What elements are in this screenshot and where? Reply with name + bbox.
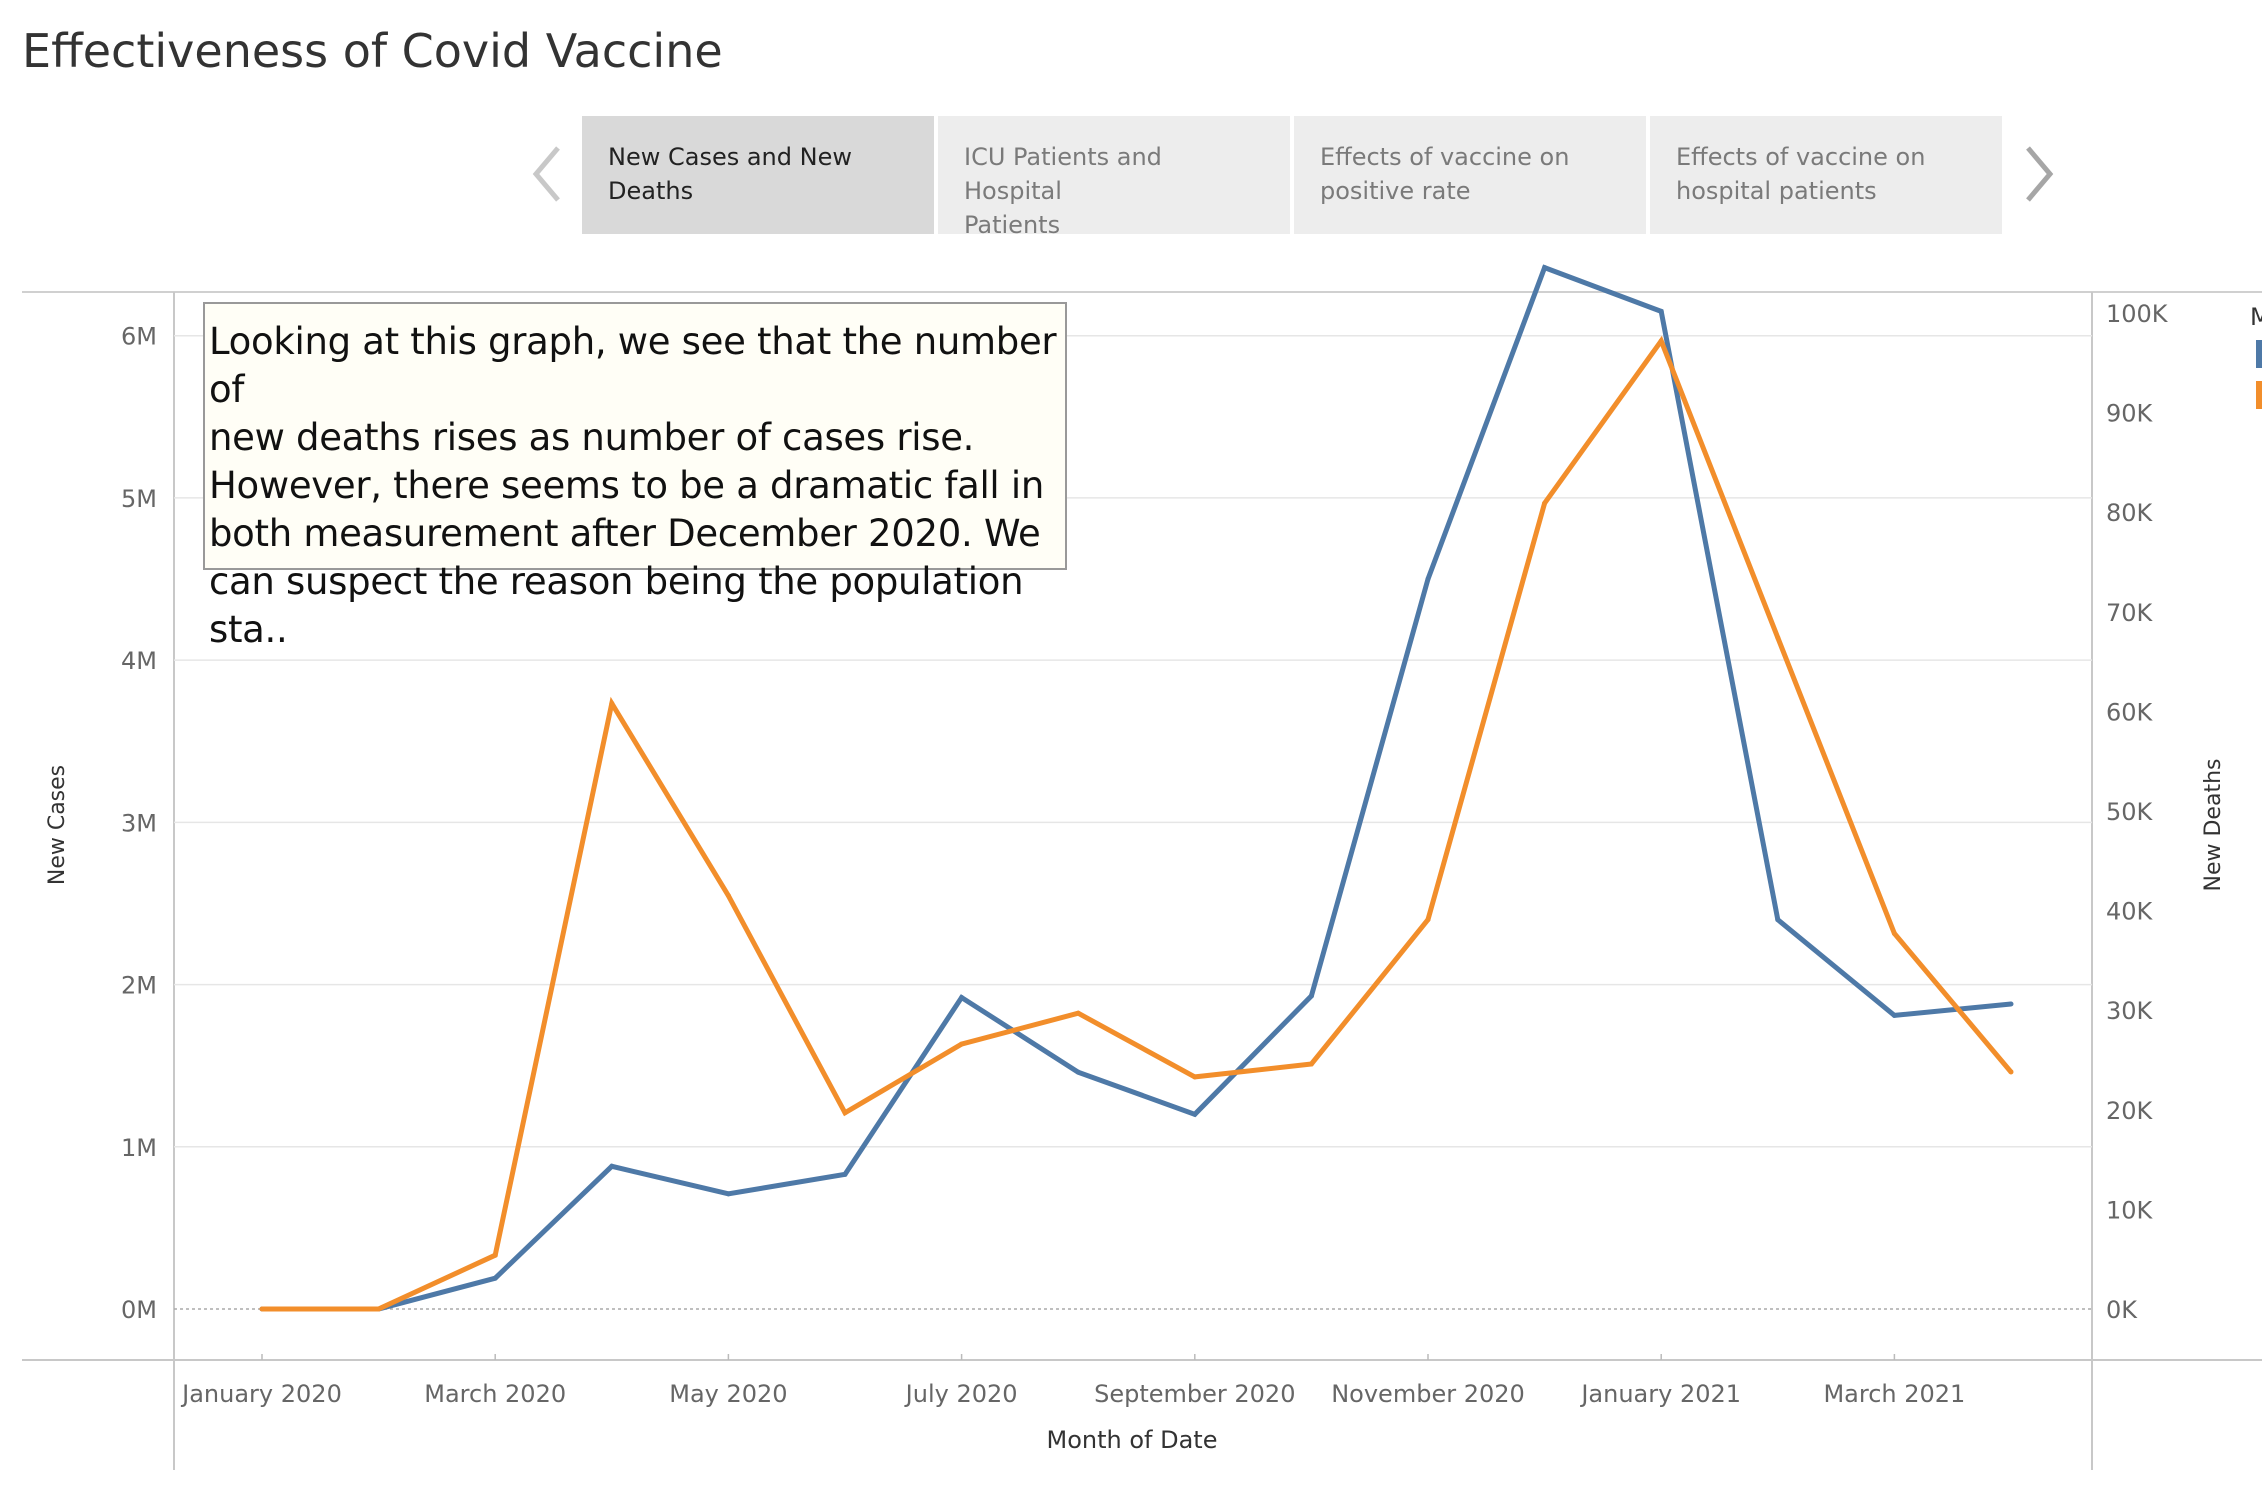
annotation-line: new deaths rises as number of cases rise…: [209, 416, 975, 459]
y2-tick-label: 30K: [2106, 997, 2154, 1025]
legend-title: M: [2250, 303, 2262, 331]
y-axis-title: New Cases: [45, 765, 70, 885]
y-tick-label: 4M: [121, 647, 157, 675]
data-point-new-deaths: [1542, 500, 1548, 506]
data-point-new-cases: [1192, 1111, 1198, 1117]
x-tick-label: November 2020: [1331, 1380, 1525, 1408]
data-point-new-cases: [725, 1191, 731, 1197]
y-tick-label: 1M: [121, 1134, 157, 1162]
y2-tick-label: 100K: [2106, 300, 2169, 328]
data-point-new-cases: [2008, 1001, 2014, 1007]
x-axis-title: Month of Date: [1047, 1426, 1218, 1454]
tab-label-line2: Patients: [964, 211, 1061, 239]
y2-tick-label: 80K: [2106, 499, 2154, 527]
data-point-new-deaths: [1891, 931, 1897, 937]
y2-tick-label: 0K: [2106, 1296, 2138, 1324]
data-point-new-cases: [1891, 1012, 1897, 1018]
y2-tick-label: 10K: [2106, 1196, 2154, 1224]
tab-icu-hospital-patients[interactable]: ICU Patients and Hospital Patients: [938, 116, 1290, 239]
data-point-new-cases: [492, 1275, 498, 1281]
tab-label-line1: ICU Patients and Hospital: [964, 143, 1162, 205]
data-point-new-cases: [1308, 993, 1314, 999]
y-tick-label: 5M: [121, 485, 157, 513]
data-point-new-deaths: [492, 1252, 498, 1258]
y2-tick-label: 70K: [2106, 599, 2154, 627]
y2-axis-ticks: 0K 10K 20K 30K 40K 50K 60K 70K 80K 90K 100K: [2106, 300, 2169, 1324]
y2-tick-label: 90K: [2106, 400, 2154, 428]
tab-vaccine-hospital-patients[interactable]: Effects of vaccine on hospital patients: [1650, 116, 2002, 234]
data-point-new-cases: [1542, 265, 1548, 271]
x-axis-ticks: January 2020 March 2020 May 2020 July 2020 S…: [180, 1354, 1965, 1408]
series-lines: [259, 264, 2014, 1312]
data-point-new-cases: [1425, 576, 1431, 582]
tab-label-line1: New Cases and New: [608, 143, 852, 171]
data-point-new-cases: [959, 995, 965, 1001]
y-axis-ticks: 0M 1M 2M 3M 4M 5M 6M: [121, 323, 157, 1324]
series-line-new-cases: [262, 264, 2012, 1312]
y2-tick-label: 40K: [2106, 898, 2154, 926]
annotation-line: However, there seems to be a dramatic fa…: [209, 464, 1044, 507]
x-tick-label: January 2020: [180, 1380, 342, 1408]
data-point-new-deaths: [959, 1041, 965, 1047]
data-point-new-deaths: [1192, 1074, 1198, 1080]
data-point-new-cases: [1075, 1069, 1081, 1075]
data-point-new-deaths: [725, 893, 731, 899]
x-tick-label: May 2020: [669, 1380, 787, 1408]
y-tick-label: 6M: [121, 323, 157, 351]
data-point-new-deaths: [1075, 1010, 1081, 1016]
data-point-new-deaths: [2008, 1069, 2014, 1075]
chart-frame: [22, 291, 2262, 1470]
data-point-new-deaths: [259, 1306, 265, 1312]
data-point-new-deaths: [1775, 635, 1781, 641]
annotation-line: both measurement after December 2020. We: [209, 512, 1041, 555]
x-tick-label: July 2020: [904, 1380, 1018, 1408]
tab-label-line2: hospital patients: [1676, 177, 1877, 205]
legend-swatch-new-cases[interactable]: [2256, 340, 2262, 368]
data-point-new-deaths: [842, 1110, 848, 1116]
data-point-new-deaths: [1425, 917, 1431, 923]
data-point-new-deaths: [1658, 338, 1664, 344]
data-point-new-cases: [1658, 308, 1664, 314]
x-tick-label: September 2020: [1094, 1380, 1295, 1408]
tab-label-line1: Effects of vaccine on: [1320, 143, 1570, 171]
chevron-right-icon[interactable]: [2018, 142, 2058, 206]
annotation-box[interactable]: Looking at this graph, we see that the n…: [203, 302, 1067, 651]
series-line-new-deaths: [262, 335, 2013, 1312]
tab-label-line1: Effects of vaccine on: [1676, 143, 1926, 171]
y-tick-label: 0M: [121, 1296, 157, 1324]
annotation-line: Looking at this graph, we see that the n…: [209, 320, 1057, 411]
data-point-new-deaths: [1308, 1061, 1314, 1067]
x-tick-label: January 2021: [1579, 1380, 1741, 1408]
y2-tick-label: 20K: [2106, 1097, 2154, 1125]
story-tabs: New Cases and New Deaths ICU Patients an…: [582, 116, 2002, 239]
y2-tick-label: 60K: [2106, 698, 2154, 726]
tab-new-cases-new-deaths[interactable]: New Cases and New Deaths: [582, 116, 934, 234]
x-tick-label: March 2021: [1823, 1380, 1965, 1408]
data-point-new-cases: [1775, 917, 1781, 923]
chevron-left-icon[interactable]: [528, 142, 568, 206]
tab-label-line2: Deaths: [608, 177, 694, 205]
y2-tick-label: 50K: [2106, 798, 2154, 826]
annotation-line: can suspect the reason being the populat…: [209, 560, 1024, 651]
data-point-new-cases: [609, 1163, 615, 1169]
data-point-new-deaths: [376, 1306, 382, 1312]
y2-axis-title: New Deaths: [2201, 759, 2226, 892]
page-title: Effectiveness of Covid Vaccine: [22, 24, 723, 78]
tab-vaccine-positive-rate[interactable]: Effects of vaccine on positive rate: [1294, 116, 1646, 234]
tab-label-line2: positive rate: [1320, 177, 1471, 205]
y-tick-label: 3M: [121, 809, 157, 837]
data-point-new-cases: [842, 1171, 848, 1177]
x-tick-label: March 2020: [424, 1380, 566, 1408]
data-point-new-deaths: [609, 700, 615, 706]
legend-swatch-new-deaths[interactable]: [2256, 381, 2262, 409]
y-tick-label: 2M: [121, 972, 157, 1000]
